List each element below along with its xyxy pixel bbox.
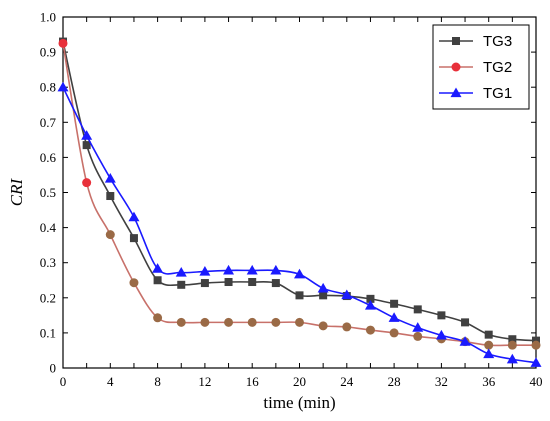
legend: TG3 TG2 TG1 [432, 24, 530, 110]
data-point-tg2 [82, 178, 92, 188]
data-point-tg2 [342, 322, 352, 332]
data-point-tg1 [104, 172, 116, 183]
axes: 0 4 8 12 16 20 24 28 32 36 40 0 0.1 0.2 0.3 0.4 0.5 0.6 0.… [40, 10, 543, 390]
y-tick-label: 0.5 [40, 185, 56, 200]
data-point-tg3 [413, 305, 422, 314]
data-point-tg3 [319, 291, 328, 300]
x-tick-label: 28 [388, 374, 401, 389]
data-point-tg3 [295, 291, 304, 300]
legend-marker-tg2 [451, 62, 461, 72]
data-point-tg2 [58, 38, 68, 48]
data-point-tg2 [153, 313, 163, 323]
data-point-tg3 [271, 279, 280, 288]
data-point-tg2 [507, 340, 517, 350]
data-point-tg1 [317, 282, 329, 293]
y-tick-label: 0.6 [40, 150, 57, 165]
series-tg1 [57, 81, 542, 367]
x-tick-label: 24 [340, 374, 354, 389]
data-point-tg3 [248, 278, 257, 287]
data-point-tg2 [200, 317, 210, 327]
data-point-tg1 [459, 336, 471, 346]
data-point-tg1 [246, 264, 258, 275]
x-tick-label: 36 [482, 374, 496, 389]
data-point-tg1 [341, 289, 353, 300]
data-point-tg3 [366, 294, 375, 303]
y-tick-label: 0.3 [40, 255, 56, 270]
data-point-tg3 [508, 335, 517, 344]
x-tick-label: 40 [530, 374, 543, 389]
data-point-tg2 [389, 328, 399, 338]
data-point-tg1 [152, 263, 164, 273]
data-point-tg3 [224, 278, 233, 287]
data-point-tg1 [81, 130, 93, 140]
data-point-tg1 [506, 353, 518, 364]
data-point-tg1 [175, 267, 187, 277]
y-tick-label: 0.2 [40, 290, 56, 305]
data-point-tg1 [412, 322, 424, 332]
data-point-tg1 [483, 348, 495, 359]
data-point-tg3 [177, 280, 186, 289]
data-point-tg3 [153, 276, 162, 285]
data-point-tg2 [318, 321, 328, 331]
data-point-tg3 [129, 234, 138, 243]
y-tick-label: 0.1 [40, 325, 56, 340]
data-point-tg1 [57, 81, 69, 92]
x-tick-label: 4 [107, 374, 114, 389]
legend-marker-tg1 [450, 87, 462, 98]
data-point-tg3 [390, 299, 399, 308]
data-point-tg2 [271, 317, 281, 327]
data-point-tg3 [461, 318, 470, 327]
data-point-tg1 [223, 264, 235, 275]
data-point-tg1 [364, 300, 376, 310]
data-point-tg2 [413, 331, 423, 341]
data-point-tg2 [105, 230, 115, 240]
data-point-tg1 [270, 264, 282, 275]
data-point-tg2 [484, 340, 494, 350]
y-tick-label: 0 [50, 361, 57, 376]
legend-label-tg3: TG3 [483, 33, 512, 50]
legend-marker-tg3 [452, 37, 460, 45]
data-point-tg2 [295, 317, 304, 327]
data-point-tg3 [82, 141, 91, 150]
data-point-tg1 [530, 357, 542, 367]
y-tick-label: 0.4 [40, 220, 57, 235]
series-layer [57, 37, 542, 367]
data-point-tg2 [247, 317, 257, 327]
y-axis-title: CRI [7, 177, 26, 206]
data-point-tg2 [129, 278, 139, 288]
data-point-tg1 [128, 211, 140, 222]
x-tick-label: 20 [293, 374, 306, 389]
data-point-tg2 [224, 317, 234, 327]
data-point-tg3 [437, 311, 446, 320]
data-point-tg2 [531, 340, 541, 350]
x-tick-label: 8 [154, 374, 161, 389]
data-point-tg2 [365, 325, 375, 335]
x-tick-label: 16 [246, 374, 260, 389]
x-tick-label: 12 [198, 374, 211, 389]
x-tick-label: 0 [60, 374, 67, 389]
data-point-tg2 [176, 317, 186, 327]
x-axis-title: time (min) [263, 393, 335, 412]
data-point-tg1 [294, 268, 305, 279]
legend-label-tg2: TG2 [483, 59, 512, 76]
y-tick-label: 0.9 [40, 45, 56, 60]
data-point-tg3 [532, 336, 540, 345]
data-point-tg1 [388, 312, 400, 322]
legend-label-tg1: TG1 [483, 85, 512, 102]
data-point-tg3 [484, 330, 493, 339]
y-tick-label: 0.8 [40, 80, 56, 95]
y-tick-label: 0.7 [40, 115, 57, 130]
data-point-tg3 [200, 279, 209, 288]
data-point-tg1 [199, 265, 211, 276]
x-tick-label: 32 [435, 374, 448, 389]
data-point-tg1 [435, 329, 447, 340]
data-point-tg3 [106, 192, 115, 201]
y-tick-label: 1.0 [40, 10, 56, 25]
